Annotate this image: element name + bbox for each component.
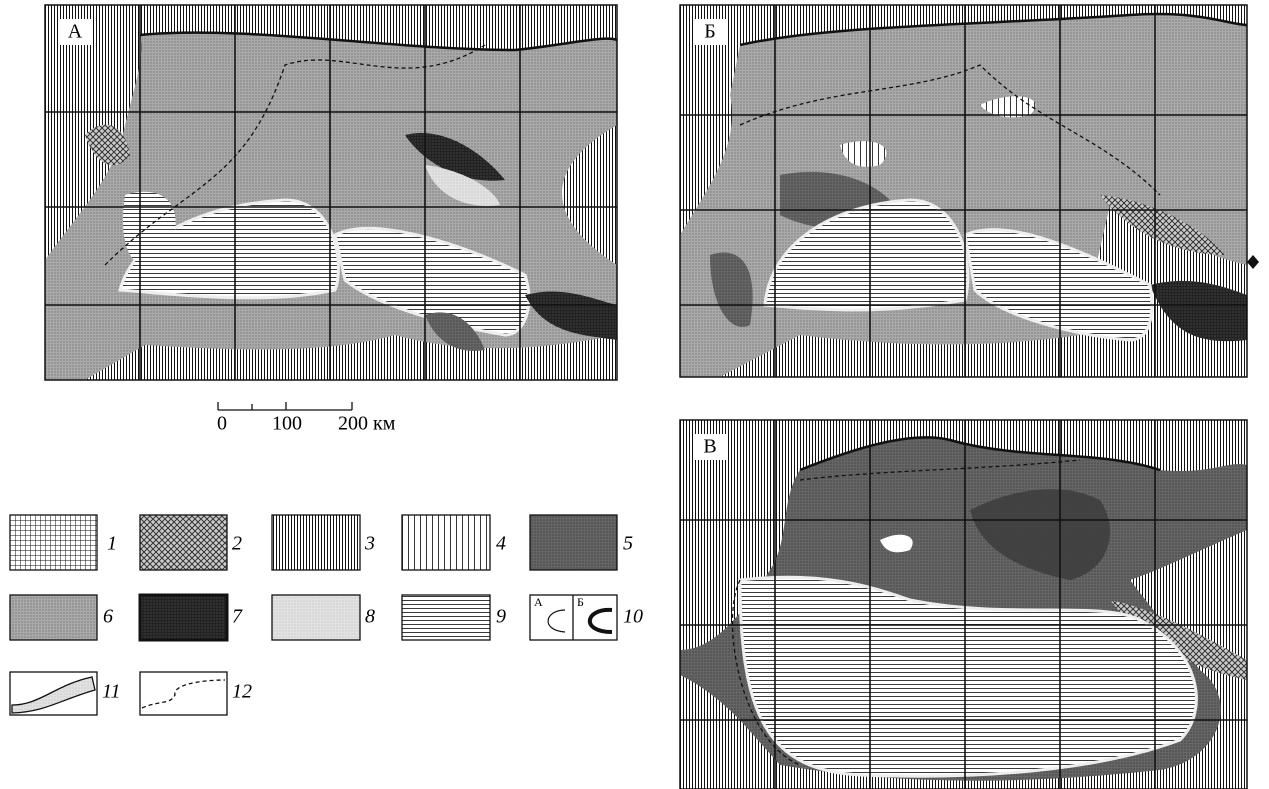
map-shape (402, 515, 490, 570)
figure: А Б В 0 100 200 км 1 2 3 4 5 6 7 8 9 10 … (0, 0, 1269, 789)
label: 1 (107, 533, 117, 555)
map-shape (402, 595, 490, 640)
scale-label: 100 (272, 413, 302, 435)
label: Б (577, 595, 584, 609)
scale-label: 200 км (338, 413, 396, 435)
map-shape (10, 515, 97, 570)
label: 8 (365, 606, 375, 628)
map-shape (1247, 255, 1259, 269)
map-shape (530, 515, 617, 570)
label: 6 (103, 606, 113, 628)
label: 7 (232, 606, 243, 628)
map-panel-a: А (45, 5, 617, 380)
label: 4 (496, 533, 506, 555)
map-panel-v: В (680, 420, 1247, 789)
scale-bar: 0 100 200 км (217, 402, 396, 435)
label: А (534, 595, 543, 609)
panel-label: Б (704, 21, 715, 43)
label: 3 (364, 533, 375, 555)
label: 10 (623, 606, 643, 628)
scale-label: 0 (217, 413, 227, 435)
map-shape (10, 595, 97, 640)
label: 2 (232, 533, 242, 555)
label: 5 (623, 533, 633, 555)
panel-label: А (68, 21, 83, 43)
label: 9 (496, 606, 506, 628)
map-shape (140, 515, 227, 570)
map-shape (272, 515, 360, 570)
label: 12 (232, 681, 252, 703)
map-panel-b: Б (680, 5, 1247, 377)
map-shape (140, 595, 227, 640)
map-shape (218, 402, 352, 410)
map-shape (140, 672, 227, 715)
label: 11 (102, 681, 121, 703)
panel-label: В (703, 436, 716, 458)
map-shape (272, 595, 360, 640)
